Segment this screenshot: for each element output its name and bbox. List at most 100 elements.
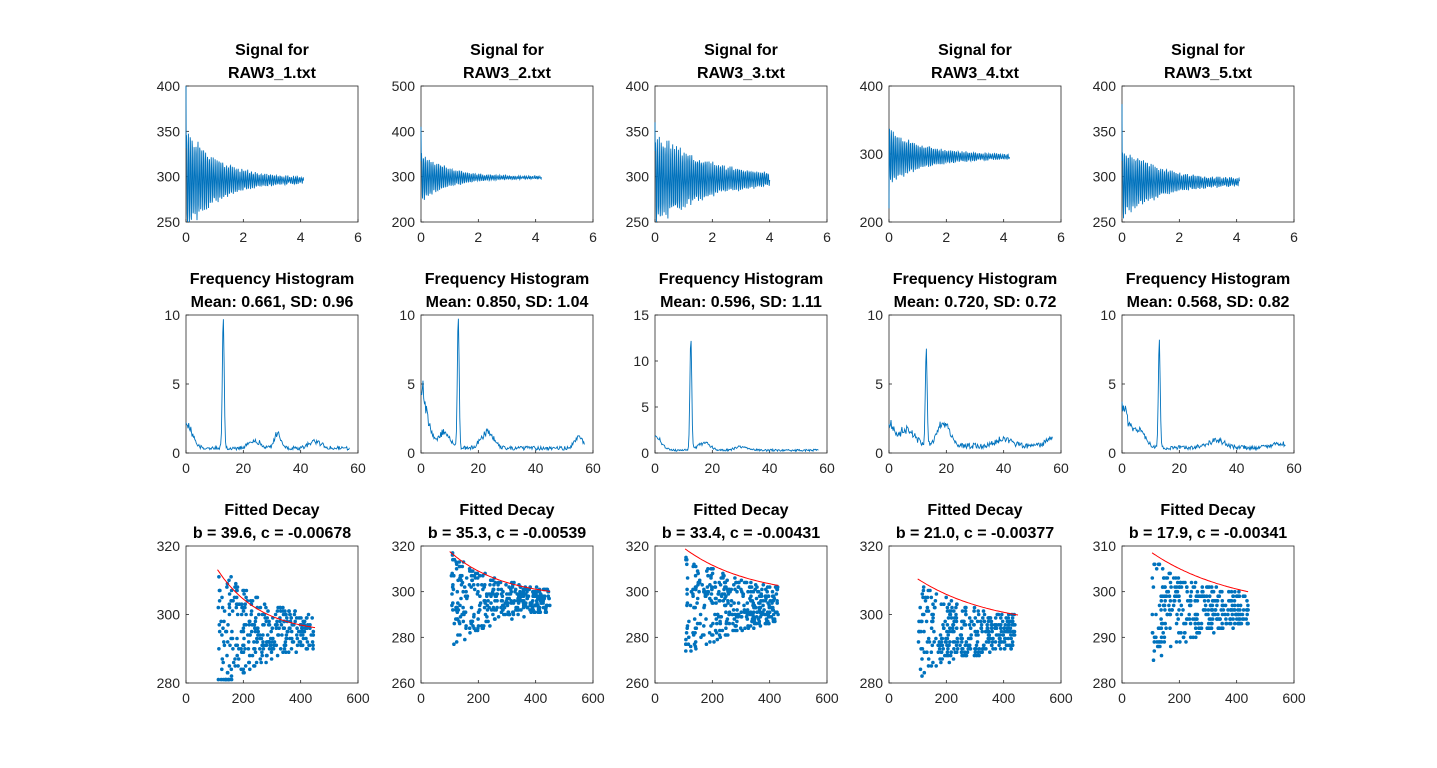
scatter-point [273,612,278,617]
x-tick-label: 0 [1118,229,1126,245]
scatter-point [454,608,458,612]
scatter-point [948,626,952,630]
scatter-point [1162,640,1167,644]
scatter-point [241,650,246,654]
x-tick-label: 60 [1053,460,1069,476]
scatter-point [1207,585,1212,589]
scatter-point [249,609,254,613]
scatter-point [1155,644,1160,649]
scatter-point [954,616,959,620]
y-tick-label: 310 [1093,538,1117,554]
scatter-point [1233,621,1237,626]
scatter-point [234,602,239,606]
scatter-point [692,617,697,621]
scatter-point [973,616,978,620]
x-tick-label: 0 [182,690,190,706]
scatter-point [1000,612,1004,617]
y-tick-label: 300 [860,607,884,623]
scatter-point [1214,585,1219,589]
panel-title: Fitted Decay [459,502,554,519]
scatter-point [248,633,252,637]
panel-title: Fitted Decay [224,502,319,519]
x-tick-label: 0 [182,460,190,476]
scatter-point [1212,631,1216,635]
y-tick-label: 320 [860,538,884,554]
scatter-point [239,602,244,606]
panel-title: Mean: 0.568, SD: 0.82 [1127,294,1290,311]
scatter-point [469,605,474,610]
scatter-point [263,643,268,648]
plot-area [185,545,359,684]
scatter-point [265,633,270,637]
scatter-point [219,619,223,624]
scatter-point [962,623,966,627]
scatter-point [496,587,501,592]
scatter-point [464,589,468,594]
scatter-point [234,581,238,586]
scatter-point [452,642,456,646]
scatter-point [518,594,522,598]
scatter-point [995,612,999,617]
scatter-point [537,605,542,610]
scatter-point [1188,621,1193,626]
scatter-point [311,633,316,637]
scatter-point [987,636,991,641]
scatter-point [295,643,300,648]
scatter-point [954,612,958,617]
scatter-point [256,629,261,634]
scatter-point [458,633,462,637]
scatter-point [228,643,232,648]
scatter-point [305,626,309,630]
scatter-point [975,629,980,634]
scatter-point [958,633,963,637]
scatter-point [746,610,750,614]
scatter-point [766,615,771,619]
scatter-point [227,605,232,610]
x-tick-label: 200 [935,690,959,706]
scatter-point [1211,589,1216,594]
scatter-point [1187,617,1192,621]
scatter-point [260,650,264,654]
scatter-point [963,609,968,613]
y-tick-label: 300 [860,146,884,162]
x-tick-label: 6 [823,229,831,245]
y-tick-label: 290 [1093,629,1117,645]
scatter-point [1000,619,1005,624]
scatter-point [269,643,273,648]
scatter-point [217,623,222,627]
scatter-point [745,617,750,621]
scatter-point [484,619,488,624]
y-tick-label: 400 [626,78,650,94]
y-tick-label: 10 [164,307,180,323]
scatter-point [476,610,481,614]
y-tick-label: 500 [392,78,416,94]
scatter-point [280,633,284,637]
scatter-point [969,633,973,637]
panel-title: Signal for [470,42,544,59]
scatter-point [1200,594,1205,598]
panel-title: Frequency Histogram [659,271,823,288]
scatter-points [449,551,552,646]
spectrum-line [888,348,1053,451]
scatter-point [495,592,500,596]
scatter-point [267,619,271,624]
x-tick-label: 60 [350,460,366,476]
scatter-point [287,609,291,613]
x-tick-label: 4 [1233,229,1241,245]
scatter-point [454,617,458,621]
scatter-point [485,603,490,608]
scatter-point [1159,621,1164,626]
scatter-point [471,583,476,587]
scatter-point [258,647,262,651]
scatter-point [468,631,472,635]
scatter-point [246,640,251,644]
scatter-point [940,643,945,648]
scatter-point [545,587,549,592]
panel-title: RAW3_1.txt [228,65,317,82]
scatter-point [486,599,490,603]
x-tick-label: 20 [939,460,955,476]
scatter-point [1226,608,1230,612]
scatter-point [998,647,1003,651]
scatter-point [1163,608,1167,612]
